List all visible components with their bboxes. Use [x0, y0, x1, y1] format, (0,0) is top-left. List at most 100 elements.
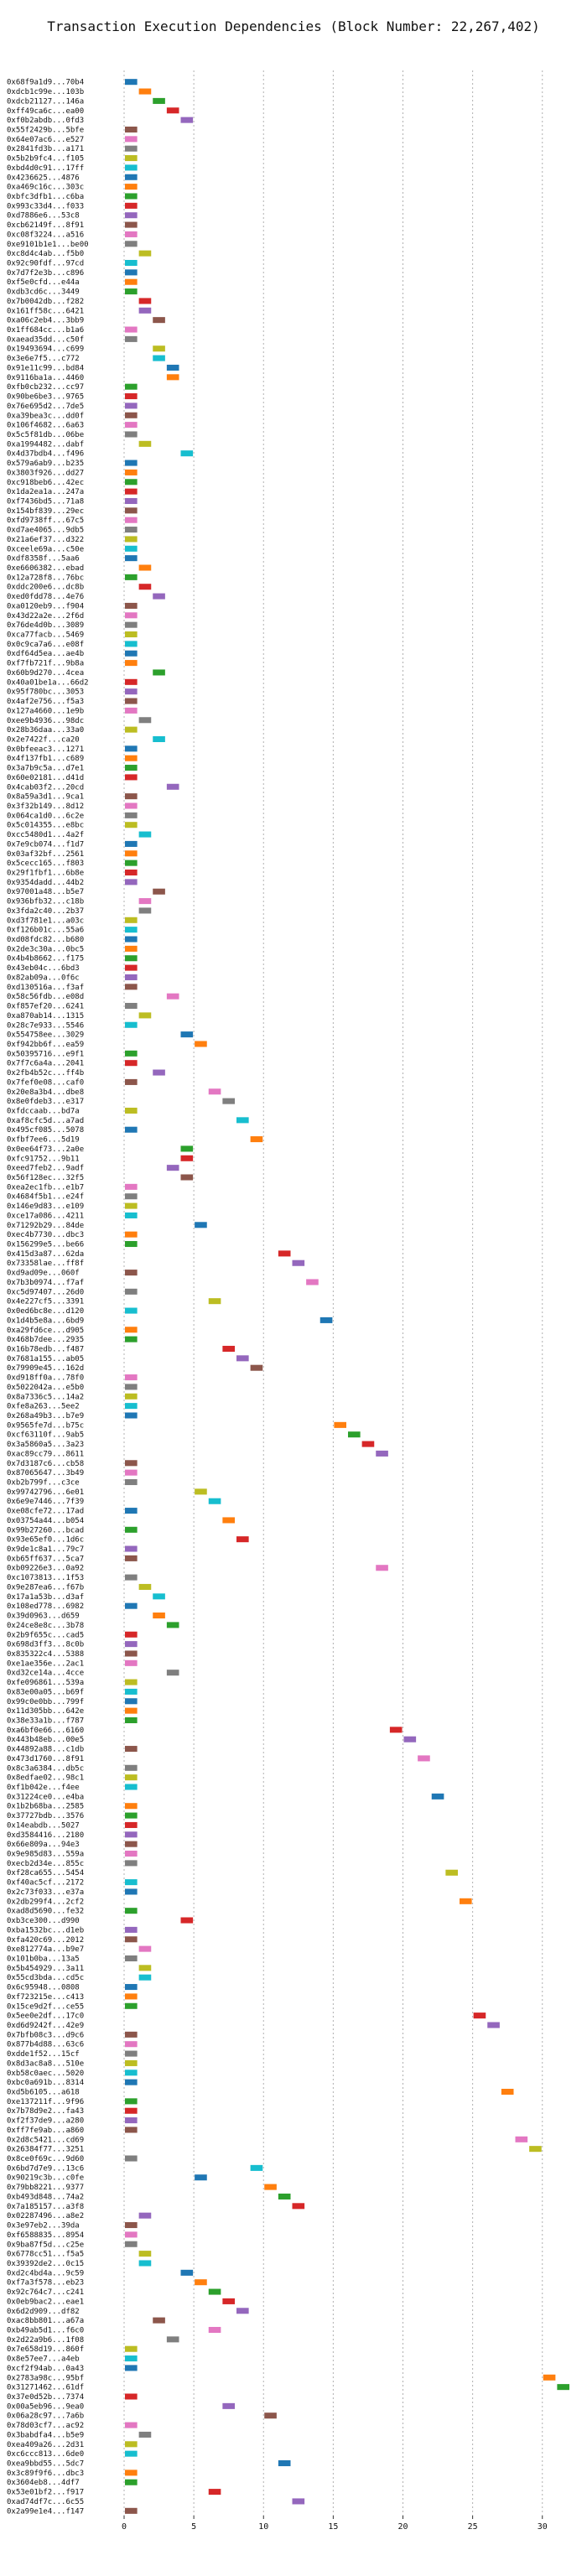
y-label-224: 0x02287496...a8e2	[7, 2212, 84, 2220]
bar-86	[138, 898, 152, 905]
bar-240	[125, 2365, 138, 2371]
y-label-206: 0x877b4d88...63c6	[7, 2041, 84, 2049]
y-label-33: 0x90be6be3...9765	[7, 393, 84, 402]
bar-111	[250, 1136, 263, 1143]
y-label-178: 0x8edfae02...98c1	[7, 1774, 84, 1783]
bar-139	[125, 1403, 138, 1410]
bar-234	[236, 2308, 249, 2314]
bar-14	[125, 212, 138, 219]
bar-230	[180, 2269, 194, 2276]
bar-248	[125, 2441, 138, 2448]
y-label-222: 0xb493d848...74a2	[7, 2193, 84, 2201]
y-label-133: 0x16b78edb...f487	[7, 1345, 84, 1353]
bar-11	[125, 184, 138, 190]
y-label-74: 0x4cab03f2...20cd	[7, 783, 84, 792]
y-label-172: 0x38e33a1b...f787	[7, 1716, 84, 1725]
bar-154	[125, 1545, 138, 1552]
y-label-110: 0x495cf085...5078	[7, 1126, 84, 1135]
bar-88	[125, 917, 138, 923]
y-label-158: 0x9e287ea6...f67b	[7, 1583, 84, 1592]
bar-204	[487, 2022, 500, 2028]
y-label-89: 0xf126b01c...55a6	[7, 927, 84, 935]
bar-161	[153, 1613, 165, 1619]
y-label-160: 0x108ed778...6982	[7, 1602, 84, 1611]
bar-254	[292, 2498, 305, 2505]
y-label-41: 0x3803f926...dd27	[7, 469, 84, 477]
x-tick-label-30: 30	[538, 2522, 548, 2532]
bar-75	[125, 793, 138, 800]
y-label-230: 0xd2c4bd4a...9c59	[7, 2269, 84, 2277]
bar-189	[125, 1879, 138, 1886]
y-label-142: 0xcf63110f...9ab5	[7, 1431, 84, 1440]
y-label-106: 0x20e8a3b4...dbe8	[7, 1088, 84, 1097]
bar-152	[125, 1526, 138, 1533]
y-label-2: 0xdcb21127...146a	[7, 97, 84, 106]
bar-68	[125, 726, 138, 733]
bar-89	[125, 927, 138, 933]
y-label-135: 0x79909e45...162d	[7, 1364, 84, 1373]
bar-223	[292, 2203, 305, 2210]
bars	[125, 79, 569, 2514]
y-label-235: 0xac8bb801...a67a	[7, 2317, 84, 2325]
bar-90	[125, 936, 138, 943]
bar-251	[125, 2470, 138, 2476]
y-label-168: 0xfe096861...539a	[7, 1679, 84, 1687]
y-label-27: 0xaead35dd...c50f	[7, 335, 84, 344]
y-label-217: 0x26384f77...3251	[7, 2146, 84, 2154]
bar-104	[153, 1069, 165, 1076]
bar-15	[125, 221, 138, 228]
y-label-184: 0xd3584416...2180	[7, 1831, 84, 1840]
bar-65	[125, 698, 138, 704]
y-label-46: 0xfd9738ff...67c5	[7, 517, 84, 525]
bar-226	[125, 2231, 138, 2238]
bar-110	[125, 1126, 138, 1133]
bar-147	[125, 1478, 138, 1486]
y-label-66: 0x127a4660...1e9b	[7, 707, 84, 715]
bar-213	[125, 2107, 138, 2114]
bar-17	[125, 241, 138, 247]
y-label-53: 0xddc200e6...dc8b	[7, 584, 84, 592]
bar-177	[125, 1764, 138, 1771]
bar-225	[125, 2222, 138, 2229]
bar-198	[138, 1965, 152, 1971]
bar-83	[125, 869, 138, 876]
y-label-218: 0x8ce0f69c...9d60	[7, 2155, 84, 2163]
y-label-231: 0xf7a3f578...eb23	[7, 2279, 84, 2288]
bar-79	[138, 831, 152, 838]
y-label-28: 0x19493694...c699	[7, 345, 84, 354]
bar-255	[125, 2507, 138, 2514]
y-label-117: 0x4684f5b1...e24f	[7, 1193, 84, 1202]
y-label-144: 0xac89cc79...8611	[7, 1450, 84, 1458]
y-label-141: 0x9565fe7d...b75c	[7, 1421, 84, 1430]
y-label-180: 0x31224ce0...e4ba	[7, 1793, 84, 1801]
y-label-114: 0xeed7feb2...9adf	[7, 1165, 84, 1173]
bar-40	[125, 460, 138, 466]
y-label-25: 0xa06c2eb4...3bb9	[7, 317, 84, 325]
bar-220	[195, 2174, 207, 2181]
y-label-255: 0x2a99e1e4...f147	[7, 2507, 84, 2516]
bar-101	[195, 1041, 207, 1047]
y-label-202: 0x15ce9d2f...ce55	[7, 2002, 84, 2011]
bar-114	[166, 1165, 179, 1171]
y-label-17: 0xe9101b1e1...be00	[7, 241, 89, 249]
y-label-14: 0xd7886e6...53c8	[7, 212, 80, 221]
bar-58	[125, 631, 138, 638]
bar-92	[125, 955, 138, 962]
y-label-48: 0x21a6ef37...d322	[7, 536, 84, 544]
y-label-24: 0x161ff58c...6421	[7, 307, 84, 315]
y-label-40: 0x579a6ab9...b235	[7, 460, 84, 468]
bar-247	[138, 2431, 152, 2438]
y-label-242: 0x31271462...61df	[7, 2384, 84, 2392]
y-label-165: 0x835322c4...5388	[7, 1650, 84, 1659]
bar-243	[125, 2393, 138, 2400]
bar-109	[236, 1117, 249, 1124]
bar-28	[153, 345, 165, 352]
y-label-76: 0x3f32b149...8d12	[7, 802, 84, 811]
bar-67	[138, 717, 152, 724]
bar-10	[125, 174, 138, 180]
bar-76	[125, 802, 138, 809]
bar-33	[125, 393, 138, 400]
y-label-146: 0x87065647...3b49	[7, 1469, 84, 1478]
y-label-43: 0x1da2ea1a...247a	[7, 488, 84, 496]
bar-121	[125, 1231, 138, 1238]
